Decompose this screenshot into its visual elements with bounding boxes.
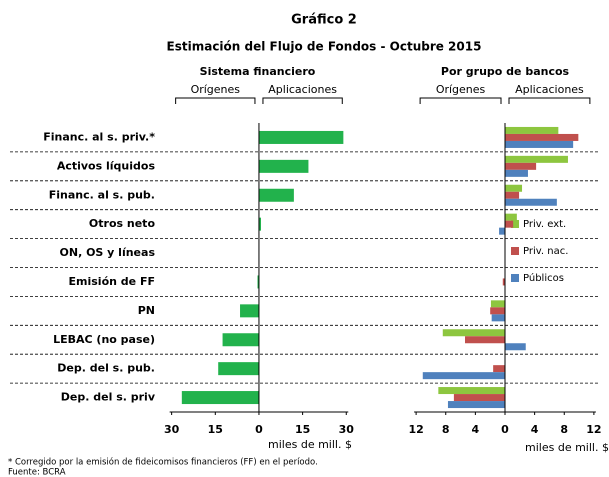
x-tick-label: 4 [472,423,480,436]
panel-title: Sistema financiero [200,65,316,78]
bar [505,169,528,177]
bar [505,191,520,199]
bar [505,155,568,163]
category-label: Activos líquidos [57,159,156,172]
bar [258,188,294,202]
bar [505,184,523,192]
panel-title: Por grupo de bancos [441,65,570,78]
bracket [262,97,343,104]
category-label: Financ. al s. pub. [49,188,155,201]
bracket [419,97,502,104]
x-tick-label: 0 [255,423,263,436]
bar [181,391,259,405]
category-label: Financ. al s. priv.* [43,130,155,143]
bar [505,213,517,221]
category-label: Dep. del s. priv [61,391,156,404]
x-tick-label: 30 [164,423,180,436]
bar [222,333,259,347]
bar [453,394,505,402]
x-tick-label: 8 [560,423,568,436]
bar [505,140,574,148]
bar [493,365,505,373]
legend-label: Públicos [523,272,564,284]
bar [422,372,505,380]
legend-swatch [511,274,519,282]
bar [491,314,505,322]
category-label: Emisión de FF [69,275,155,288]
bar [218,362,259,376]
bar [258,159,309,173]
x-tick-label: 15 [208,423,223,436]
x-tick-label: 30 [339,423,355,436]
bar [505,198,557,206]
category-label: Otros neto [89,217,156,230]
x-tick-label: 12 [586,423,601,436]
bracket [508,97,591,104]
x-axis-label: miles de mill. $ [268,438,352,451]
bar [490,300,505,308]
bar [258,130,344,144]
x-tick-label: 4 [531,423,539,436]
legend-label: Priv. nac. [523,246,568,257]
bar [465,336,505,344]
bar [502,278,505,286]
bracket-label: Orígenes [436,83,486,96]
bar [438,387,505,395]
x-tick-label: 0 [501,423,509,436]
bracket-label: Aplicaciones [515,83,584,96]
bar [240,304,259,318]
bar [447,401,505,409]
category-label: LEBAC (no pase) [53,333,155,346]
legend-label: Priv. ext. [523,219,566,230]
category-label: ON, OS y líneas [60,246,156,259]
bracket-label: Aplicaciones [268,83,337,96]
x-tick-label: 8 [442,423,450,436]
chart-title: Gráfico 2 [291,13,357,28]
bar [499,227,505,235]
chart-subtitle: Estimación del Flujo de Fondos - Octubre… [167,40,482,54]
footnote: * Corregido por la emisión de fideicomis… [8,457,318,468]
bar [505,162,537,170]
bar [257,275,259,289]
bar [258,217,261,231]
x-axis-label: miles de mill. $ [525,441,609,454]
bar [505,126,559,134]
category-label: Dep. del s. pub. [57,362,155,375]
bar [442,329,505,337]
bar [490,307,505,315]
x-tick-label: 12 [408,423,423,436]
category-label: PN [138,304,155,317]
bracket-label: Orígenes [191,83,241,96]
bar [505,343,526,351]
legend-swatch [511,247,519,255]
bar [505,220,514,228]
bracket [175,97,256,104]
x-tick-label: 15 [295,423,310,436]
source: Fuente: BCRA [8,468,66,477]
legend-swatch [511,220,519,228]
bar [505,133,579,141]
